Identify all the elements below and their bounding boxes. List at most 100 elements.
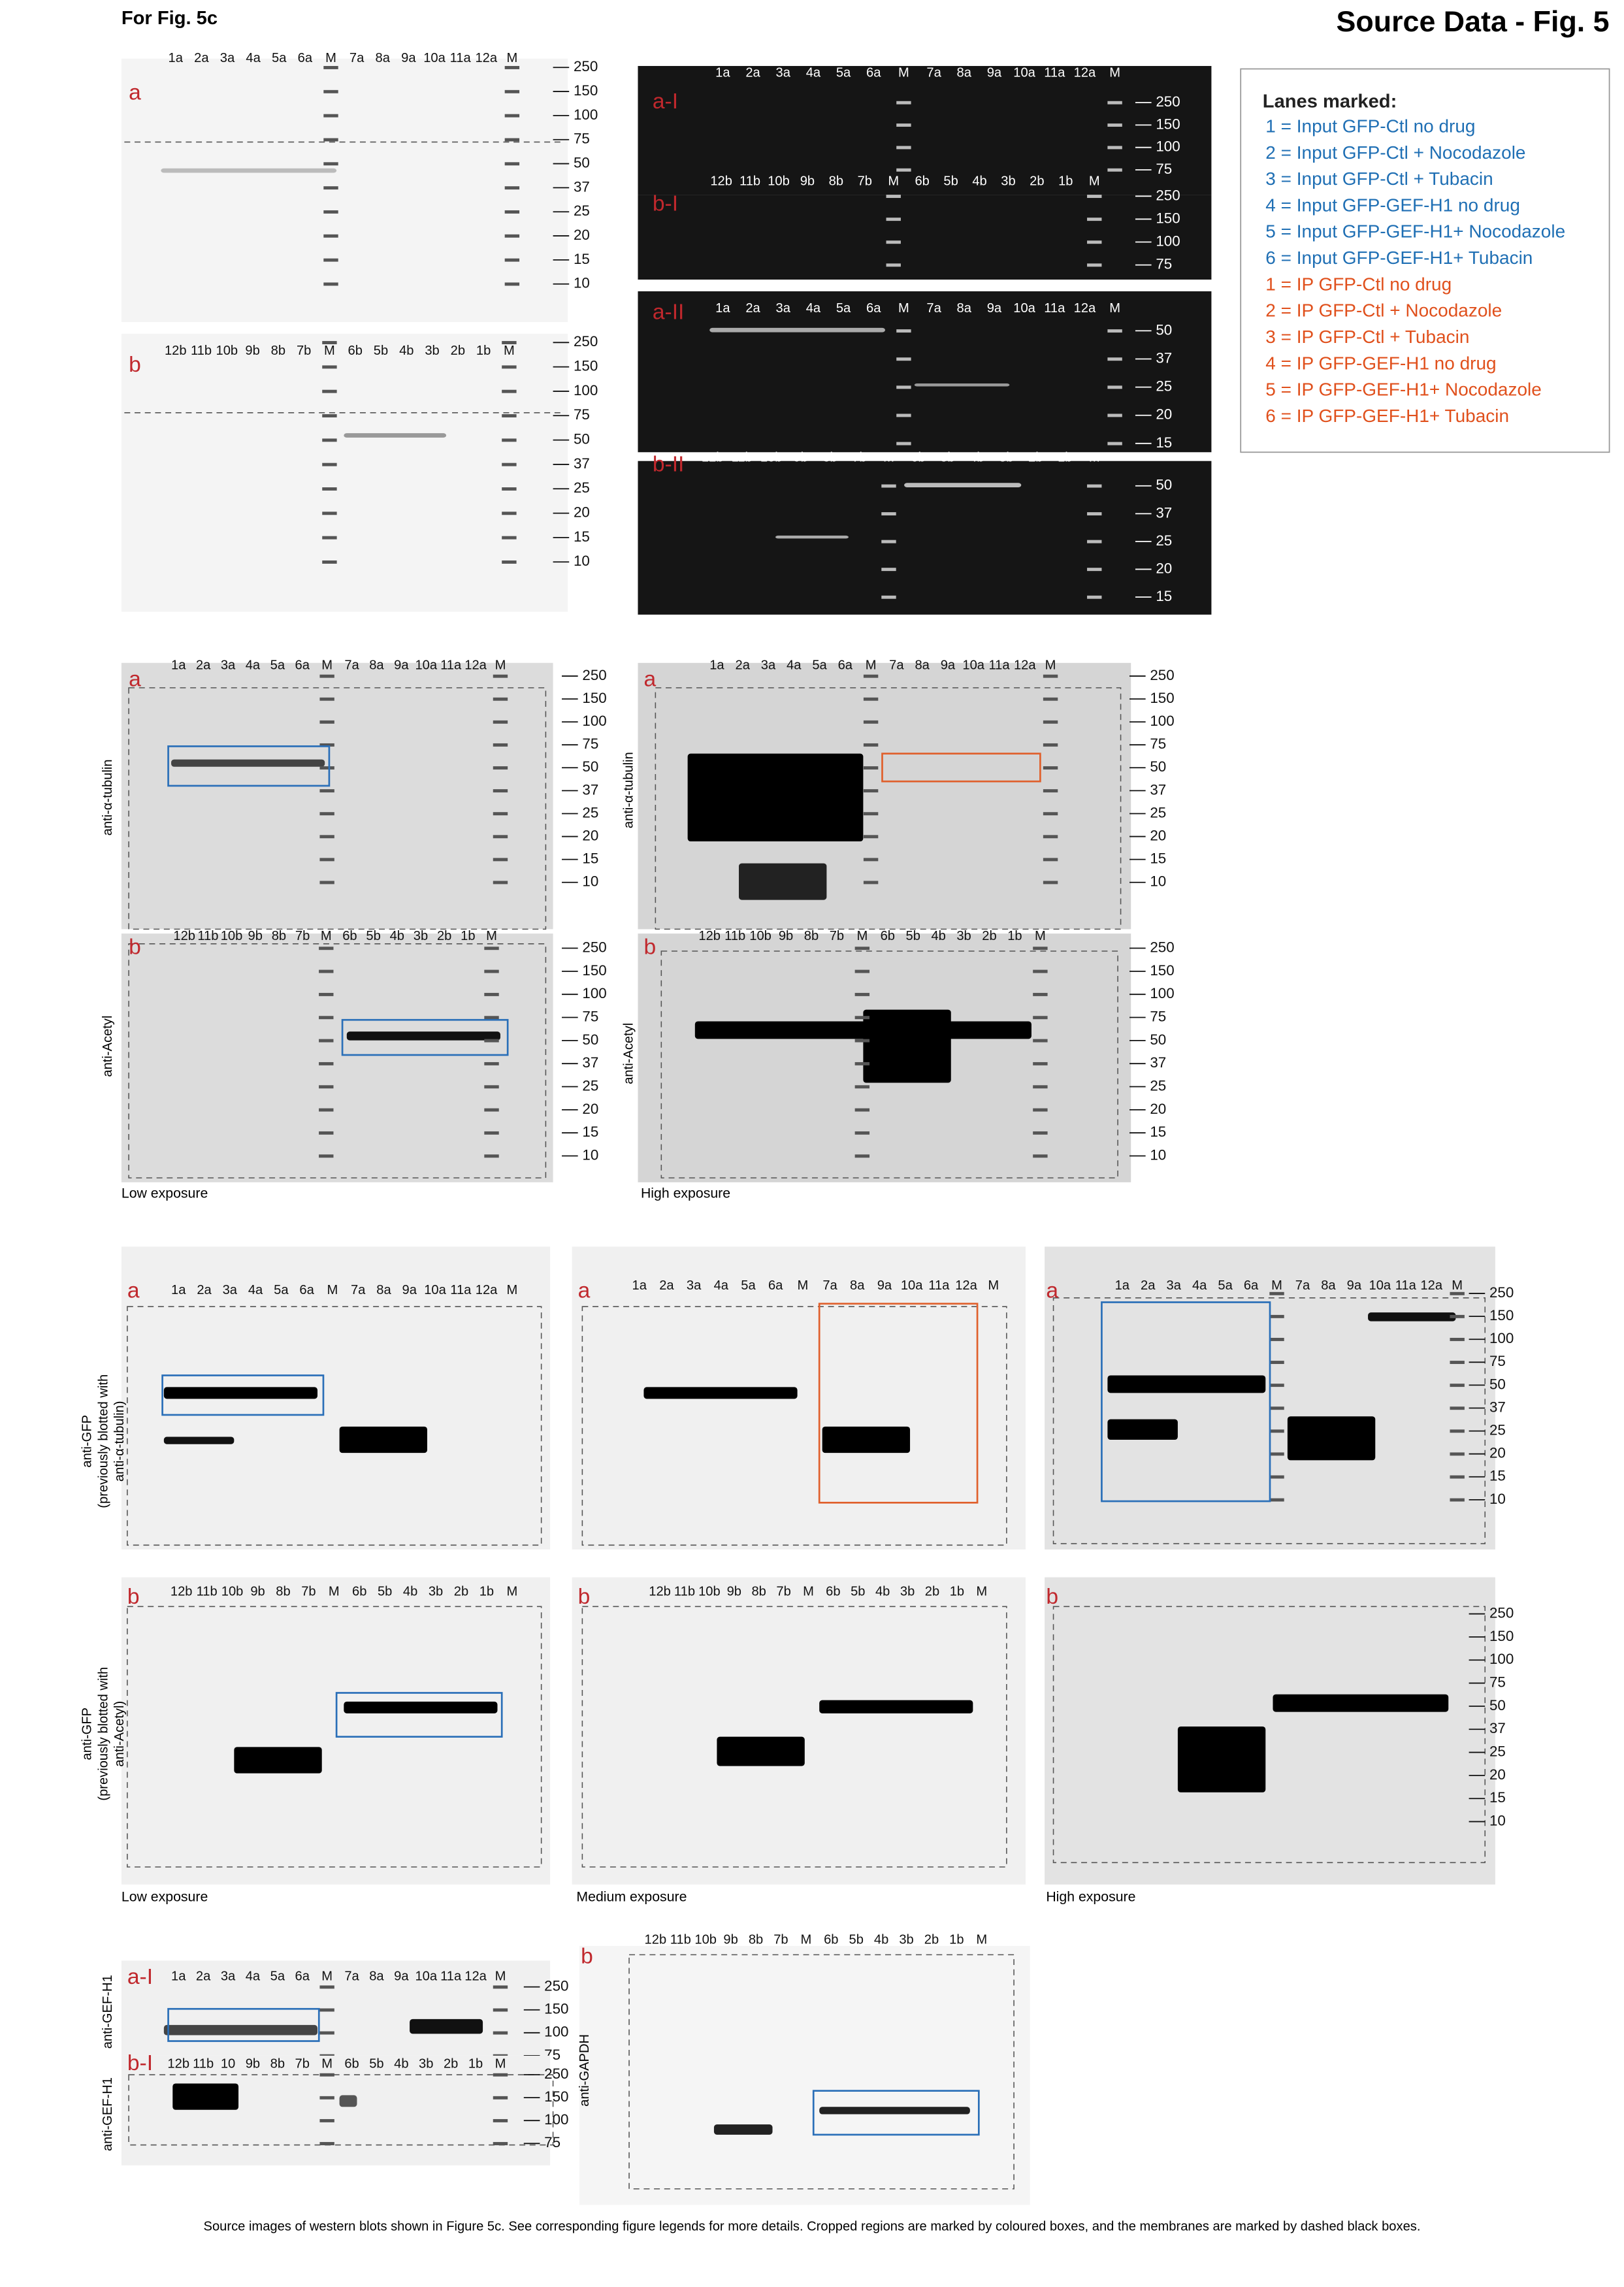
lane-label: 10a (1013, 301, 1035, 316)
lane-label: 9b (246, 2057, 260, 2071)
lane-label: 4a (248, 1283, 263, 1297)
ladder-band (1450, 1475, 1465, 1479)
ladder-band (319, 2031, 334, 2035)
ladder-band (863, 835, 879, 839)
ladder-band (493, 789, 508, 793)
lane-label: 2a (196, 1969, 211, 1983)
marker-label: 20 (582, 827, 598, 843)
marker-label: 20 (574, 504, 590, 521)
lane-label: 9a (402, 1283, 417, 1297)
panel-letter: b (1046, 1585, 1058, 1609)
ladder-band (502, 536, 517, 540)
ladder-band (323, 210, 338, 214)
membrane-box (128, 943, 547, 1178)
ladder-band (493, 766, 508, 770)
marker-label: 50 (574, 154, 590, 170)
ladder-band (1450, 1452, 1465, 1456)
marker-label: 20 (582, 1101, 598, 1117)
lane-label: 1b (949, 1932, 964, 1947)
marker-label: 20 (574, 227, 590, 243)
ladder-band (1269, 1498, 1284, 1502)
lane-label: 10a (423, 51, 446, 65)
lane-label: 2b (982, 929, 996, 943)
lane-label: 11b (197, 929, 218, 943)
legend-input: 5 = Input GFP-GEF-H1+ Nocodazole (1265, 221, 1565, 242)
ladder-band (1269, 1314, 1284, 1318)
marker-label: 50 (574, 431, 590, 447)
lane-label: 5a (272, 51, 287, 65)
blot-image (121, 333, 568, 612)
lane-label: M (495, 1969, 506, 1983)
exposure-caption: High exposure (641, 1185, 730, 1201)
lane-label: 5b (943, 174, 958, 188)
ladder-band (886, 218, 901, 221)
lane-label: 5a (1218, 1278, 1233, 1293)
ladder-band (1043, 858, 1058, 862)
ladder-band (1087, 568, 1102, 572)
lane-label: 10b (221, 929, 243, 943)
ladder-band (1087, 240, 1102, 244)
ladder-band (504, 258, 520, 262)
ladder-band (881, 484, 896, 488)
crop-box (335, 1692, 503, 1738)
lane-label: 3a (223, 1283, 238, 1297)
lane-label: 2b (437, 929, 451, 943)
ladder-band (1269, 1452, 1284, 1456)
panel-letter: b-II (653, 452, 685, 476)
marker-label: 100 (544, 2024, 568, 2040)
marker-label: 25 (1489, 1422, 1506, 1438)
panel-letter: a (129, 668, 141, 692)
marker-label: 150 (1150, 690, 1174, 706)
marker-label: 25 (1489, 1743, 1506, 1759)
lane-label: 4b (390, 929, 404, 943)
lane-label: 9b (723, 1932, 738, 1947)
lane-label: 3a (776, 66, 791, 80)
lane-label: 3b (419, 2057, 433, 2071)
legend-ip: 5 = IP GFP-GEF-H1+ Nocodazole (1265, 380, 1542, 400)
ladder-band (493, 743, 508, 747)
lane-label: 6b (824, 1932, 838, 1947)
lane-label: 2b (454, 1584, 468, 1598)
marker-label: 10 (574, 553, 590, 569)
ladder-band (1043, 835, 1058, 839)
crop-box (167, 2007, 320, 2042)
lane-label: 2b (1030, 174, 1044, 188)
lane-label: 10 (221, 2057, 235, 2071)
lane-label: M (495, 2057, 506, 2071)
crop-box (818, 1303, 979, 1504)
ladder-band (854, 1085, 870, 1089)
panel-letter: b-I (127, 2051, 153, 2075)
marker-label: 150 (1156, 116, 1180, 132)
ladder-band (863, 743, 879, 747)
lane-label: 6b (911, 451, 925, 465)
lane-label: 8b (822, 451, 837, 465)
footer: Source images of western blots shown in … (204, 2219, 1421, 2233)
ladder-band (493, 835, 508, 839)
legend-title: Lanes marked: (1263, 91, 1397, 112)
lane-label: M (321, 2057, 333, 2071)
lane-label: 2a (194, 51, 209, 65)
crop-box (881, 753, 1041, 783)
marker-label: 15 (574, 528, 590, 545)
lane-label: 7a (351, 1283, 366, 1297)
marker-label: 37 (574, 455, 590, 472)
ladder-band (854, 1154, 870, 1158)
lane-label: 9a (394, 658, 409, 673)
lane-label: 12b (173, 929, 195, 943)
lane-label: 10a (424, 1283, 446, 1297)
lane-label: 1a (169, 51, 184, 65)
marker-label: 250 (544, 1978, 568, 1994)
band (1368, 1312, 1456, 1322)
ladder-band (493, 2008, 508, 2012)
ladder-band (319, 1108, 334, 1112)
ladder-band (1107, 123, 1122, 127)
lane-label: 3a (761, 658, 776, 673)
lane-label: 4a (806, 301, 821, 316)
ladder-band (322, 365, 337, 369)
lane-label: M (506, 1584, 517, 1598)
marker-label: 75 (1156, 161, 1172, 177)
lane-label: 6a (768, 1278, 783, 1293)
lane-label: 7a (926, 66, 941, 80)
marker-label: 10 (1150, 1146, 1166, 1163)
lane-label: M (486, 929, 497, 943)
